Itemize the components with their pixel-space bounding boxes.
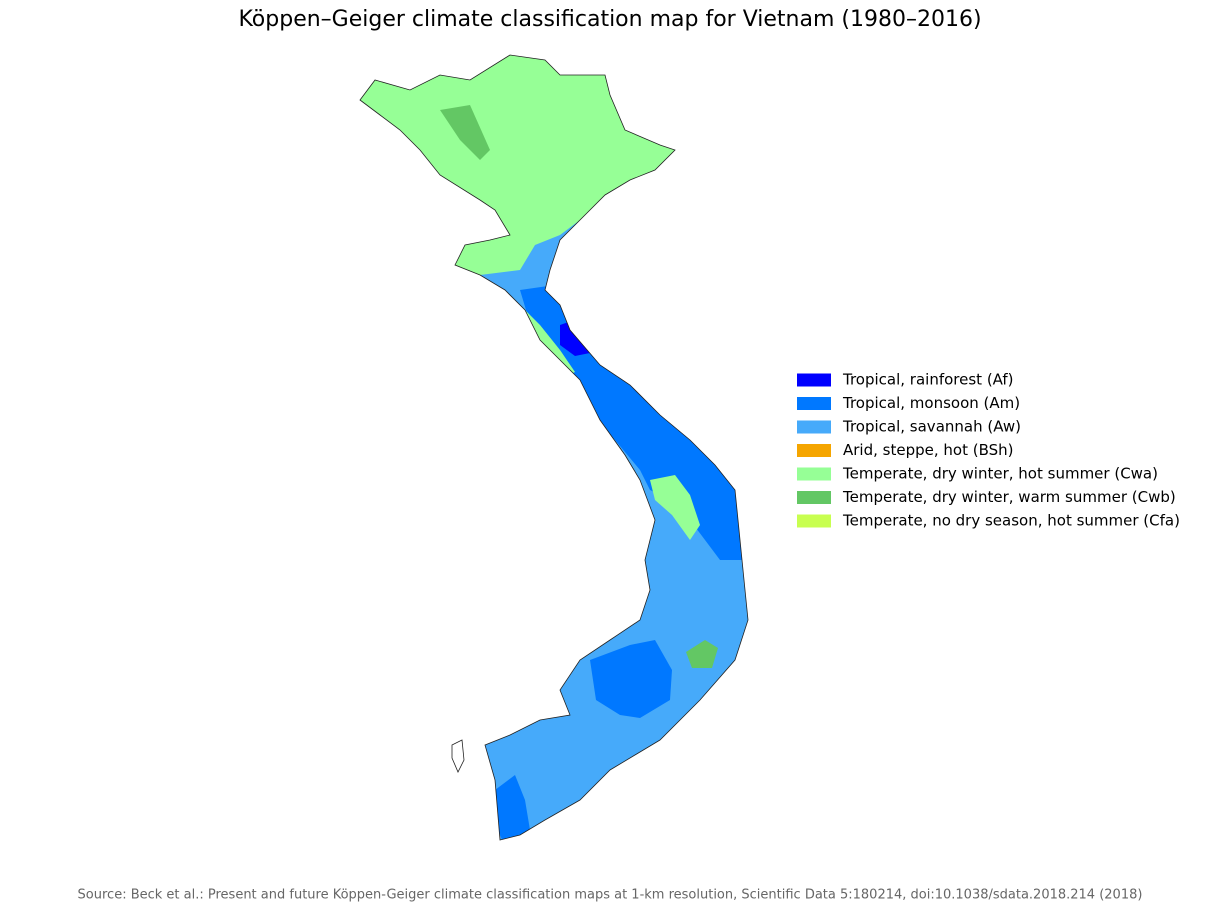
legend-swatch: [797, 397, 831, 410]
legend-label: Tropical, rainforest (Af): [842, 371, 1014, 389]
legend-swatch: [797, 514, 831, 528]
legend-swatch: [797, 420, 831, 434]
legend-swatch: [797, 467, 831, 481]
legend-label: Tropical, savannah (Aw): [842, 418, 1021, 436]
legend: Tropical, rainforest (Af) Tropical, monso…: [797, 371, 1180, 530]
region-am: [520, 285, 748, 560]
legend-swatch: [797, 373, 831, 387]
map: [359, 54, 749, 841]
source-note: Source: Beck et al.: Present and future …: [78, 888, 1143, 903]
map-title: Köppen–Geiger climate classification map…: [238, 7, 981, 32]
region-am-camau: [492, 775, 530, 840]
legend-swatch: [797, 491, 831, 504]
legend-swatch: [797, 444, 831, 457]
legend-label: Temperate, dry winter, hot summer (Cwa): [842, 465, 1158, 483]
legend-label: Tropical, monsoon (Am): [842, 394, 1020, 412]
legend-label: Temperate, dry winter, warm summer (Cwb): [842, 488, 1176, 506]
country-outline: [359, 54, 749, 841]
region-cwa-highland: [650, 475, 700, 540]
legend-label: Temperate, no dry season, hot summer (Cf…: [842, 512, 1180, 530]
legend-label: Arid, steppe, hot (BSh): [843, 441, 1013, 459]
region-cwa: [360, 55, 700, 275]
region-cwb-north: [440, 105, 490, 160]
region-am-south: [590, 640, 672, 718]
region-cwb: [686, 640, 718, 668]
island-phu-quoc: [451, 739, 465, 773]
